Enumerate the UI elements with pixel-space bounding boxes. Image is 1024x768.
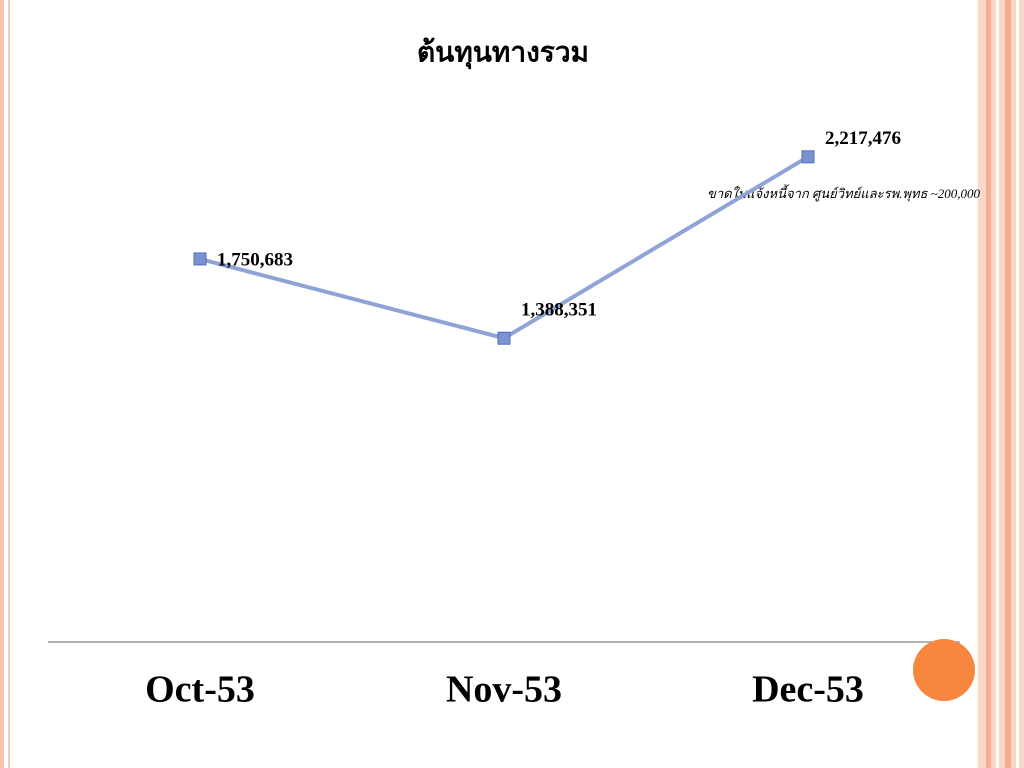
data-label: 1,388,351 [521,300,597,321]
data-label: 2,217,476 [825,128,901,149]
left-border [0,0,4,768]
x-tick-label: Nov-53 [446,669,562,711]
x-tick-label: Dec-53 [752,669,864,711]
marker [801,150,815,164]
chart-title: ต้นทุนทางรวม [417,37,589,69]
right-stripe [996,0,999,768]
annotation: ขาดใบแจ้งหนี้จาก ศูนย์วิทย์และรพ.พุทธ ~2… [707,184,981,202]
data-label: 1,750,683 [217,249,293,270]
right-stripe [986,0,991,768]
marker [497,331,511,345]
right-stripe [1005,0,1011,768]
decor-circle [913,639,975,701]
right-stripe [1016,0,1019,768]
marker [193,252,207,266]
x-tick-label: Oct-53 [145,669,255,711]
